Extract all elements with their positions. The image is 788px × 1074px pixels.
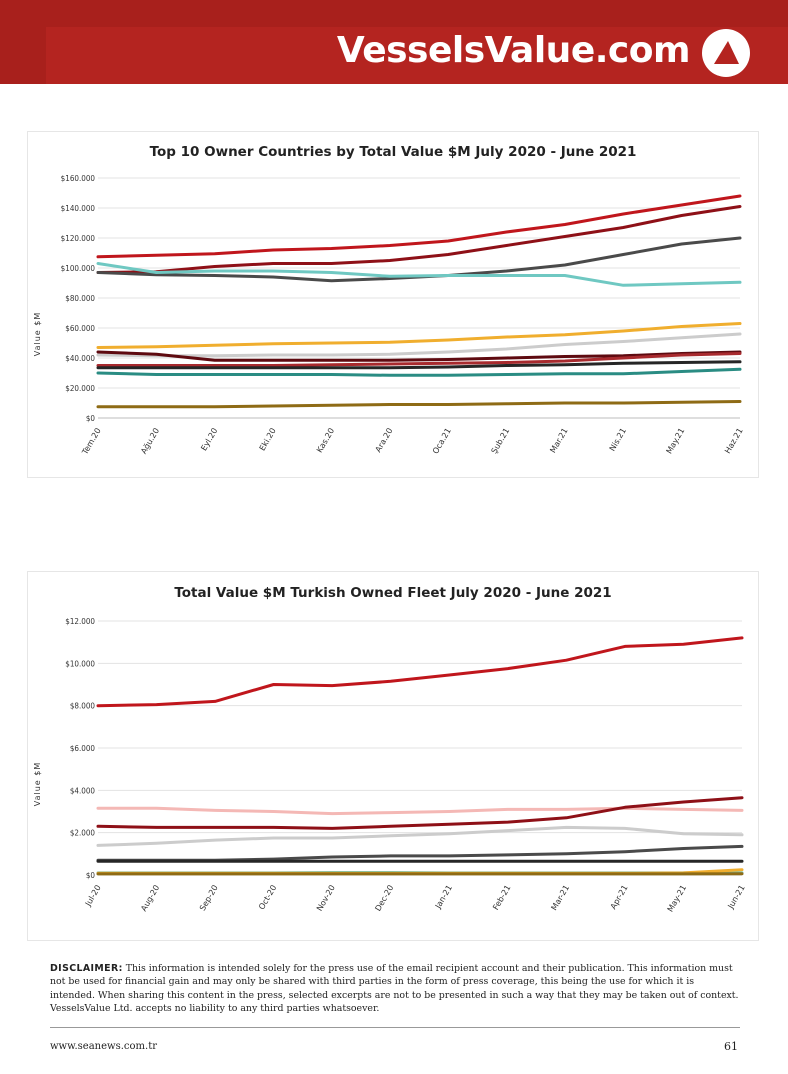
series-line-7 <box>96 350 742 362</box>
y-tick-label: $6.000 <box>70 744 96 753</box>
disclaimer-label: DISCLAIMER: <box>50 963 123 974</box>
vesselsvalue-logo-icon <box>702 29 750 77</box>
x-tick-label: Nov-20 <box>315 884 337 913</box>
y-tick-label: $40.000 <box>65 354 95 363</box>
brand-name: VesselsValue.com <box>336 30 691 71</box>
x-tick-label: May.21 <box>665 427 687 456</box>
x-tick-label: Mar-21 <box>549 884 571 912</box>
x-tick-label: Jul-20 <box>83 884 103 909</box>
chart-turkish-owned-fleet: Total Value $M Turkish Owned Fleet July … <box>33 585 747 914</box>
x-tick-label: Ara.20 <box>374 427 395 454</box>
y-tick-label: $160.000 <box>61 174 96 183</box>
page-number: 61 <box>724 1040 738 1053</box>
x-tick-label: Dec-20 <box>373 884 395 913</box>
series-line-4 <box>96 825 744 847</box>
y-tick-label: $60.000 <box>65 324 95 333</box>
y-axis-label: Value $M <box>33 312 42 357</box>
x-tick-label: Nis.21 <box>608 427 628 453</box>
series-line-8 <box>96 352 742 367</box>
series-line-10 <box>96 367 742 377</box>
x-tick-label: Kas.20 <box>315 427 336 455</box>
series-line-5 <box>96 844 744 862</box>
x-tick-label: Eyl.20 <box>199 427 219 453</box>
footer-site-link[interactable]: www.seanews.com.tr <box>50 1041 157 1052</box>
chart-title: Top 10 Owner Countries by Total Value $M… <box>150 144 637 160</box>
y-tick-label: $0 <box>86 871 96 880</box>
x-tick-label: Jan-21 <box>433 884 454 911</box>
x-tick-label: Oca.21 <box>431 427 453 456</box>
series-line-3 <box>96 796 744 830</box>
y-tick-label: $20.000 <box>65 384 95 393</box>
x-tick-label: Sep-20 <box>198 884 220 913</box>
series-line-4 <box>96 262 742 287</box>
series-line-5 <box>96 322 742 349</box>
x-tick-label: Jun-21 <box>726 884 747 912</box>
header-banner: VesselsValue.com <box>0 0 788 84</box>
x-tick-label: Feb-21 <box>491 884 512 912</box>
series-line-9 <box>96 360 742 370</box>
chart-top-owner-countries: Top 10 Owner Countries by Total Value $M… <box>33 144 745 457</box>
x-tick-label: Ağu.20 <box>139 427 161 456</box>
x-tick-label: Eki.20 <box>258 427 278 453</box>
series-line-1 <box>96 194 742 259</box>
y-tick-label: $2.000 <box>70 829 96 838</box>
x-tick-label: Mar.21 <box>548 427 569 455</box>
y-tick-label: $10.000 <box>65 659 95 668</box>
footer-divider <box>50 1027 740 1028</box>
series-line-2 <box>96 806 744 816</box>
y-tick-label: $0 <box>86 414 96 423</box>
series-line-2 <box>96 205 742 274</box>
disclaimer-text: This information is intended solely for … <box>50 963 739 1014</box>
y-tick-label: $80.000 <box>65 294 95 303</box>
x-tick-label: Aug-20 <box>139 884 161 913</box>
x-tick-label: Şub.21 <box>490 427 512 456</box>
chart-panel-turkish-fleet: Total Value $M Turkish Owned Fleet July … <box>27 571 759 941</box>
x-tick-label: Apr-21 <box>609 884 630 911</box>
x-tick-label: Tem.20 <box>80 427 103 457</box>
y-tick-label: $4.000 <box>70 786 96 795</box>
series-line-1 <box>96 636 744 708</box>
y-tick-label: $100.000 <box>61 264 96 273</box>
x-tick-label: May-21 <box>666 884 689 914</box>
chart-title: Total Value $M Turkish Owned Fleet July … <box>174 585 611 601</box>
header-banner-inner <box>46 27 788 84</box>
y-tick-label: $8.000 <box>70 702 96 711</box>
y-tick-label: $12.000 <box>65 617 95 626</box>
x-tick-label: Haz.21 <box>723 427 745 456</box>
series-line-6 <box>96 332 742 358</box>
x-tick-label: Oct-20 <box>257 884 278 912</box>
y-tick-label: $140.000 <box>61 204 96 213</box>
chart-panel-top-owner-countries: Top 10 Owner Countries by Total Value $M… <box>27 131 759 478</box>
y-tick-label: $120.000 <box>61 234 96 243</box>
y-axis-label: Value $M <box>33 762 42 807</box>
series-line-11 <box>96 400 742 409</box>
disclaimer: DISCLAIMER: This information is intended… <box>50 962 740 1015</box>
